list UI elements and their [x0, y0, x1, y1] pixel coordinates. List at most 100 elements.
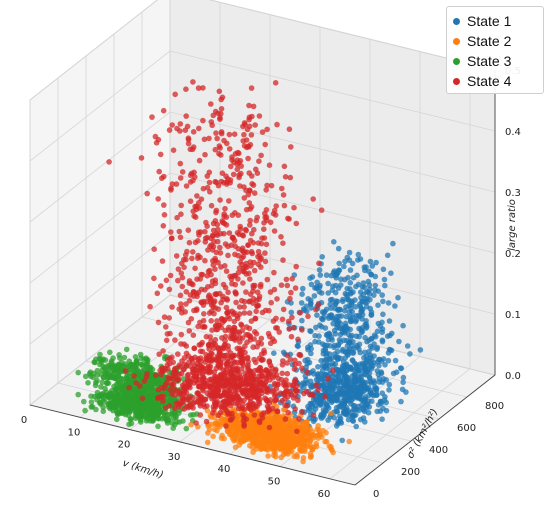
data-point: [263, 375, 269, 382]
data-point: [264, 276, 271, 283]
data-point: [104, 370, 110, 376]
data-point: [271, 452, 277, 459]
data-point: [258, 240, 265, 247]
data-point: [293, 263, 300, 270]
data-point: [257, 396, 263, 403]
data-point: [288, 144, 294, 150]
data-point: [224, 310, 230, 316]
data-point: [230, 332, 237, 338]
data-point: [379, 292, 386, 298]
data-point: [284, 352, 291, 359]
data-point: [174, 214, 180, 221]
data-point: [201, 379, 207, 386]
data-point: [353, 283, 359, 290]
data-point: [114, 416, 120, 423]
data-point: [240, 391, 247, 397]
data-point: [216, 143, 223, 149]
data-point: [308, 281, 315, 288]
data-point: [219, 170, 226, 176]
data-point: [185, 227, 192, 233]
data-point: [197, 403, 204, 409]
data-point: [372, 273, 379, 280]
data-point: [268, 299, 275, 306]
data-point: [229, 374, 236, 381]
data-point: [117, 355, 123, 361]
data-point: [240, 138, 246, 144]
data-point: [281, 407, 287, 413]
data-point: [92, 382, 99, 389]
y-axis-line: [354, 374, 496, 486]
data-point: [348, 305, 354, 312]
data-point: [347, 291, 354, 297]
data-point: [157, 151, 164, 158]
legend-label: State 1: [467, 13, 512, 29]
data-point: [379, 329, 386, 336]
data-point: [94, 377, 100, 384]
data-point: [195, 85, 202, 91]
data-point: [106, 362, 113, 369]
data-point: [232, 251, 238, 258]
data-point: [342, 355, 349, 361]
data-point: [208, 369, 214, 375]
data-point: [116, 370, 122, 376]
data-point: [229, 414, 236, 421]
data-point: [105, 393, 112, 400]
data-point: [313, 440, 320, 447]
data-point: [294, 428, 300, 435]
data-point: [383, 399, 390, 406]
grid-line-z-back: [169, 50, 496, 132]
data-point: [190, 332, 197, 339]
data-point: [222, 205, 228, 212]
data-point: [366, 291, 373, 297]
data-point: [247, 222, 253, 228]
data-point: [249, 181, 255, 187]
data-point: [352, 407, 358, 413]
data-point: [316, 260, 322, 267]
data-point: [226, 198, 232, 204]
data-point: [235, 387, 241, 393]
data-point: [237, 339, 243, 345]
data-point: [330, 283, 336, 290]
data-point: [376, 375, 383, 382]
data-point: [132, 402, 139, 408]
data-point: [314, 312, 320, 319]
data-point: [346, 249, 353, 256]
data-point: [290, 324, 297, 331]
data-point: [360, 407, 367, 413]
data-point: [328, 393, 335, 400]
data-point: [340, 346, 346, 353]
data-point: [236, 304, 243, 310]
grid-line-z-back: [208, 0, 496, 71]
data-point: [243, 375, 250, 382]
data-point: [204, 273, 211, 279]
data-point: [272, 212, 279, 218]
data-point: [155, 376, 161, 383]
data-point: [185, 140, 192, 147]
data-point: [159, 175, 165, 181]
data-point: [134, 412, 141, 419]
data-point: [270, 419, 277, 426]
data-point: [279, 420, 286, 426]
data-point: [196, 232, 202, 238]
data-point: [282, 389, 289, 396]
data-point: [259, 235, 265, 241]
data-point: [355, 251, 362, 258]
data-point: [309, 446, 316, 453]
data-point: [198, 299, 204, 306]
data-point: [387, 347, 394, 353]
data-point: [325, 290, 332, 296]
data-point: [219, 432, 225, 439]
data-point: [218, 178, 225, 185]
data-point: [245, 364, 251, 371]
data-point: [222, 263, 228, 269]
data-point: [343, 304, 349, 310]
data-point: [220, 345, 227, 352]
legend-label: State 2: [467, 33, 512, 49]
data-point: [359, 298, 365, 305]
data-point: [253, 331, 260, 337]
data-point: [385, 300, 392, 306]
data-point: [228, 394, 234, 401]
data-point: [400, 322, 406, 329]
data-point: [224, 296, 230, 302]
data-point: [278, 234, 284, 240]
